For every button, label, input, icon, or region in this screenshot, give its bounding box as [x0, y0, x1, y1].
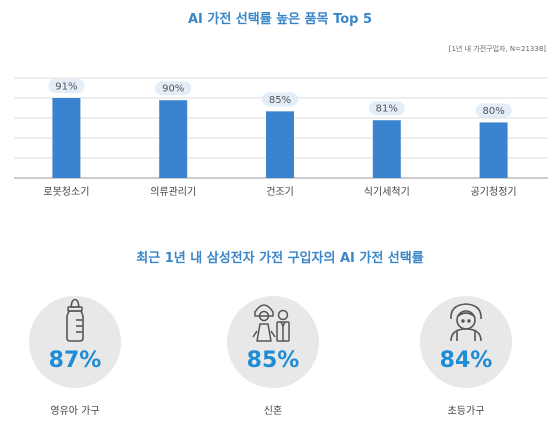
chart-bars: [52, 98, 508, 178]
x-tick-label: 로봇청소기: [43, 186, 89, 198]
x-tick-label: 식기세척기: [364, 186, 410, 198]
section2-title: 최근 1년 내 삼성전자 가전 구입자의 AI 가전 선택률: [136, 251, 424, 266]
elementary-circle: [420, 296, 512, 388]
stat-label-infant: 영유아 가구: [50, 406, 100, 417]
bar: [266, 111, 294, 178]
schoolchild-icon: [450, 303, 482, 342]
wedding-couple-icon: [252, 304, 290, 342]
bar: [52, 98, 81, 178]
infant-circle: [29, 296, 121, 388]
chart-note: [1년 내 가전구입자, N=21338]: [448, 45, 546, 53]
data-label: 81%: [376, 104, 398, 115]
data-label: 91%: [55, 82, 77, 93]
value-badge: [48, 79, 85, 93]
bar: [159, 100, 188, 178]
stat-value-newlywed: 85%: [246, 348, 300, 373]
x-tick-label: 공기청정기: [471, 186, 517, 198]
stat-value-elementary: 84%: [439, 348, 493, 373]
bar: [479, 122, 508, 178]
newlywed-circle: [227, 296, 319, 388]
value-badges: 91% 90% 85% 81% 80%: [48, 79, 512, 118]
x-tick-label: 의류관리기: [150, 186, 196, 198]
value-badge: [262, 92, 298, 107]
stat-label-newlywed: 신혼: [263, 406, 283, 417]
chart-title: AI 가전 선택률 높은 품목 Top 5: [187, 12, 373, 27]
stat-value-infant: 87%: [48, 348, 102, 373]
data-label: 80%: [482, 106, 504, 117]
value-badge: [155, 81, 192, 96]
data-label: 85%: [269, 95, 291, 106]
x-tick-labels: 로봇청소기 의류관리기 건조기 식기세척기 공기청정기: [43, 186, 516, 198]
value-badge: [475, 103, 512, 118]
bar: [372, 120, 401, 178]
data-label: 90%: [162, 84, 184, 95]
value-badge: [368, 101, 405, 116]
baby-bottle-icon: [66, 298, 84, 342]
x-tick-label: 건조기: [266, 186, 294, 198]
stat-label-elementary: 초등가구: [447, 406, 485, 417]
